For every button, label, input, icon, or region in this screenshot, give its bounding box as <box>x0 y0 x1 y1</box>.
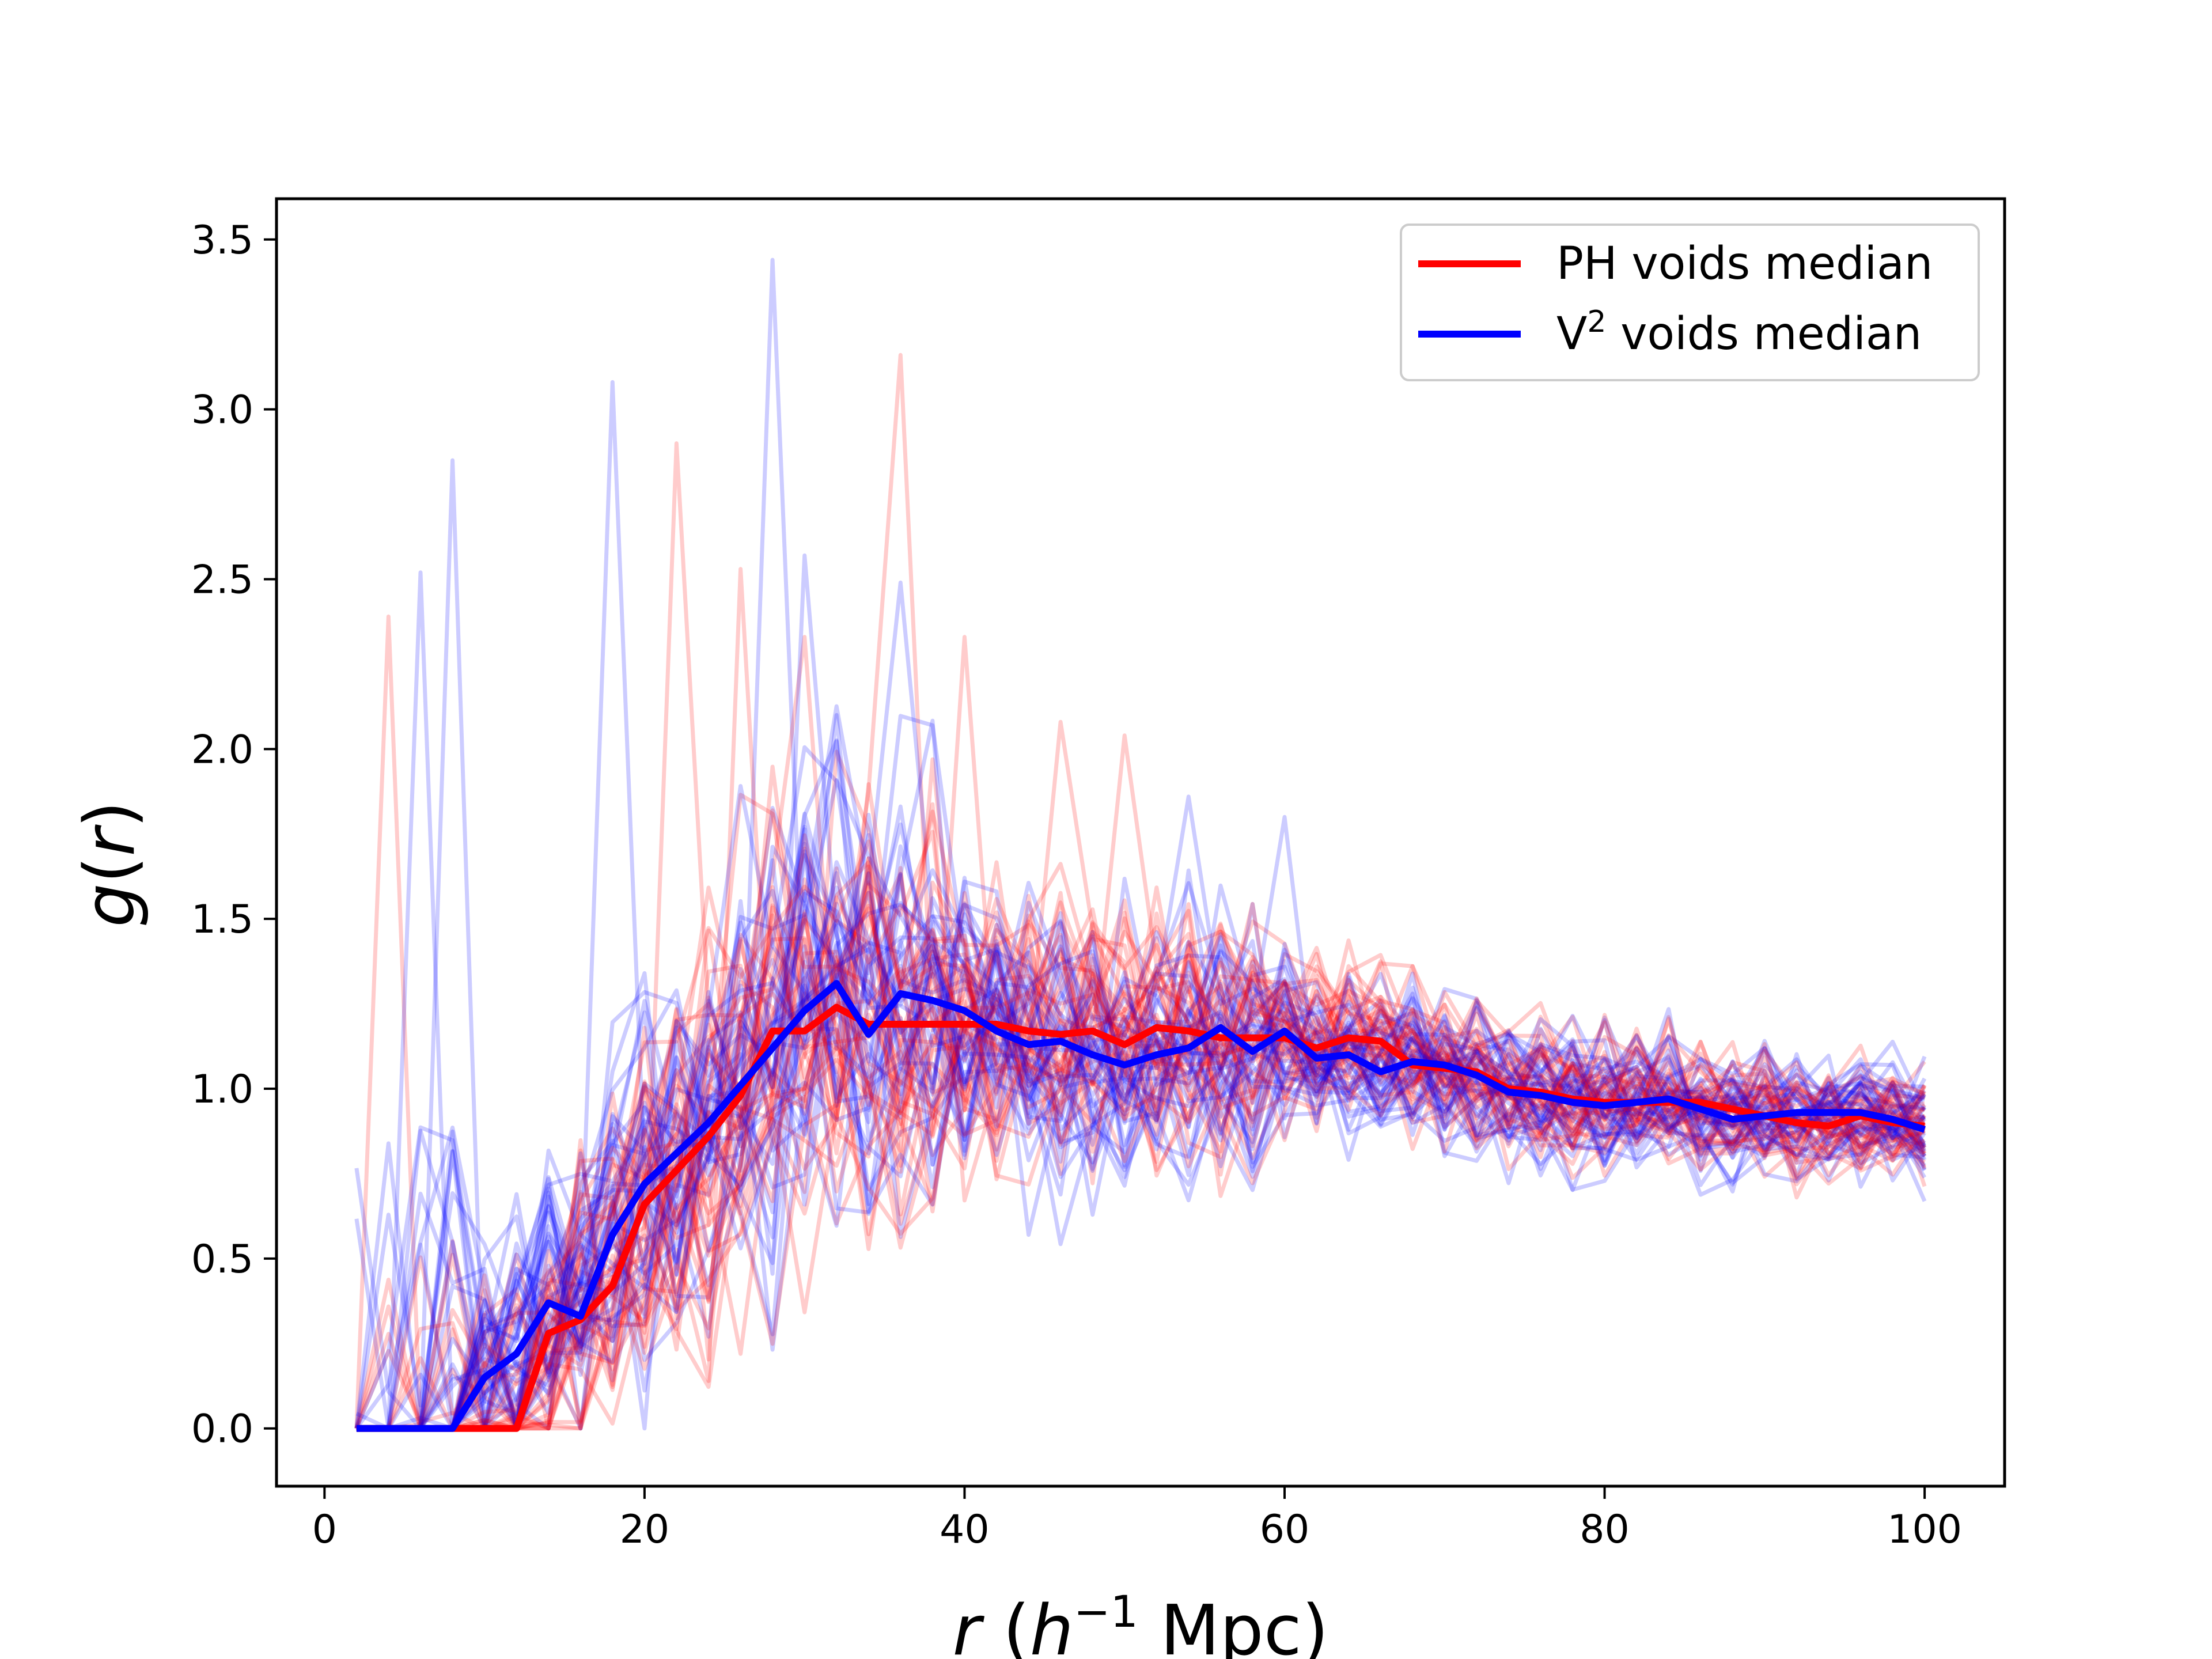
ph-void-profile-line <box>356 793 1926 1431</box>
legend-label-v2: V2 voids median <box>1556 305 1922 360</box>
v2-void-profile-line <box>355 738 1926 1431</box>
y-tick-label: 1.0 <box>191 1067 253 1112</box>
v2-void-profile-line <box>356 580 1927 1431</box>
x-tick-label: 0 <box>312 1507 337 1552</box>
y-tick-label: 2.0 <box>191 727 253 772</box>
x-tick-label: 100 <box>1887 1507 1962 1552</box>
ph-void-profile-line <box>356 880 1925 1431</box>
v2-void-profile-line <box>356 842 1925 1431</box>
ph-void-profile-line <box>356 885 1926 1431</box>
ph-void-profile-line <box>356 958 1927 1431</box>
v2-void-profile-line <box>356 833 1927 1431</box>
ph-void-profile-line <box>356 895 1925 1431</box>
v2-void-profile-line <box>356 784 1926 1431</box>
legend: PH voids median V2 voids median <box>1400 224 1980 381</box>
ph-void-profile-line <box>356 911 1926 1431</box>
v2-void-profile-line <box>354 827 1927 1430</box>
ph-void-profile-line <box>356 839 1927 1431</box>
v2-void-profile-line <box>356 858 1927 1431</box>
y-axis-label: g(r) <box>70 801 150 927</box>
ph-void-profile-line <box>356 914 1925 1431</box>
v2-void-profile-line <box>356 844 1927 1431</box>
ph-void-profile-line <box>356 927 1926 1431</box>
y-tick-label: 3.0 <box>191 388 253 433</box>
v2-void-profile-line <box>356 815 1926 1431</box>
v2-void-profile-line <box>356 570 1925 1431</box>
v2-void-profile-line <box>356 553 1925 1431</box>
median-lines <box>356 980 1926 1432</box>
v2-void-profile-line <box>356 739 1926 1431</box>
x-axis-ticks: 0 20 40 60 80 100 <box>312 1486 1962 1552</box>
ph-void-profile-line <box>356 929 1925 1431</box>
v2-void-profile-line <box>355 899 1926 1431</box>
v2-void-profile-line <box>356 849 1927 1431</box>
ph-void-profile-line <box>356 441 1926 1431</box>
v2-void-profile-line <box>356 877 1926 1431</box>
v2-void-profile-line <box>356 714 1925 1431</box>
legend-box <box>1400 224 1980 381</box>
legend-label-ph: PH voids median <box>1556 238 1933 290</box>
plot-frame <box>275 197 2006 1488</box>
ph-void-profile-line <box>356 635 1925 1431</box>
y-tick-label: 0.0 <box>191 1407 253 1452</box>
ph-void-profile-line <box>356 757 1926 1431</box>
y-tick-label: 0.5 <box>191 1237 253 1282</box>
v2-void-profile-line <box>356 940 1926 1431</box>
ph-void-profile-line <box>356 782 1926 1431</box>
y-tick-label: 1.5 <box>191 897 253 942</box>
v2-median-line <box>356 980 1926 1432</box>
ph-void-profile-line <box>354 885 1926 1431</box>
x-tick-label: 80 <box>1580 1507 1630 1552</box>
v2-void-profile-line <box>356 935 1927 1431</box>
v2-void-profile-line <box>356 871 1926 1431</box>
v2-void-profile-line <box>356 885 1927 1431</box>
ph-void-profile-line <box>356 567 1926 1431</box>
x-tick-label: 40 <box>940 1507 990 1552</box>
ph-void-profile-line <box>356 866 1927 1431</box>
v2-void-profile-line <box>356 812 1926 1431</box>
v2-void-profile-line <box>354 860 1927 1429</box>
v2-void-profile-line <box>356 778 1926 1431</box>
v2-void-profile-line <box>356 824 1927 1431</box>
ph-void-profile-line <box>356 913 1925 1431</box>
ph-void-profile-line <box>356 918 1926 1431</box>
y-axis-ticks: 0.0 0.5 1.0 1.5 2.0 2.5 3.0 3.5 <box>191 218 276 1452</box>
v2-void-profile-line <box>356 940 1926 1431</box>
x-tick-label: 60 <box>1260 1507 1310 1552</box>
v2-void-profile-line <box>356 923 1927 1431</box>
x-axis-label: r (h−1 Mpc) <box>952 1586 1328 1659</box>
ph-void-profile-line <box>356 952 1927 1431</box>
v2-void-profile-line <box>356 713 1925 1431</box>
ph-void-profile-line <box>356 833 1926 1431</box>
ph-void-profile-line <box>356 905 1927 1431</box>
y-tick-label: 3.5 <box>191 218 253 263</box>
y-tick-label: 2.5 <box>191 557 253 603</box>
v2-void-profile-line <box>356 912 1925 1431</box>
ph-void-profile-line <box>356 866 1927 1431</box>
x-tick-label: 20 <box>620 1507 670 1552</box>
